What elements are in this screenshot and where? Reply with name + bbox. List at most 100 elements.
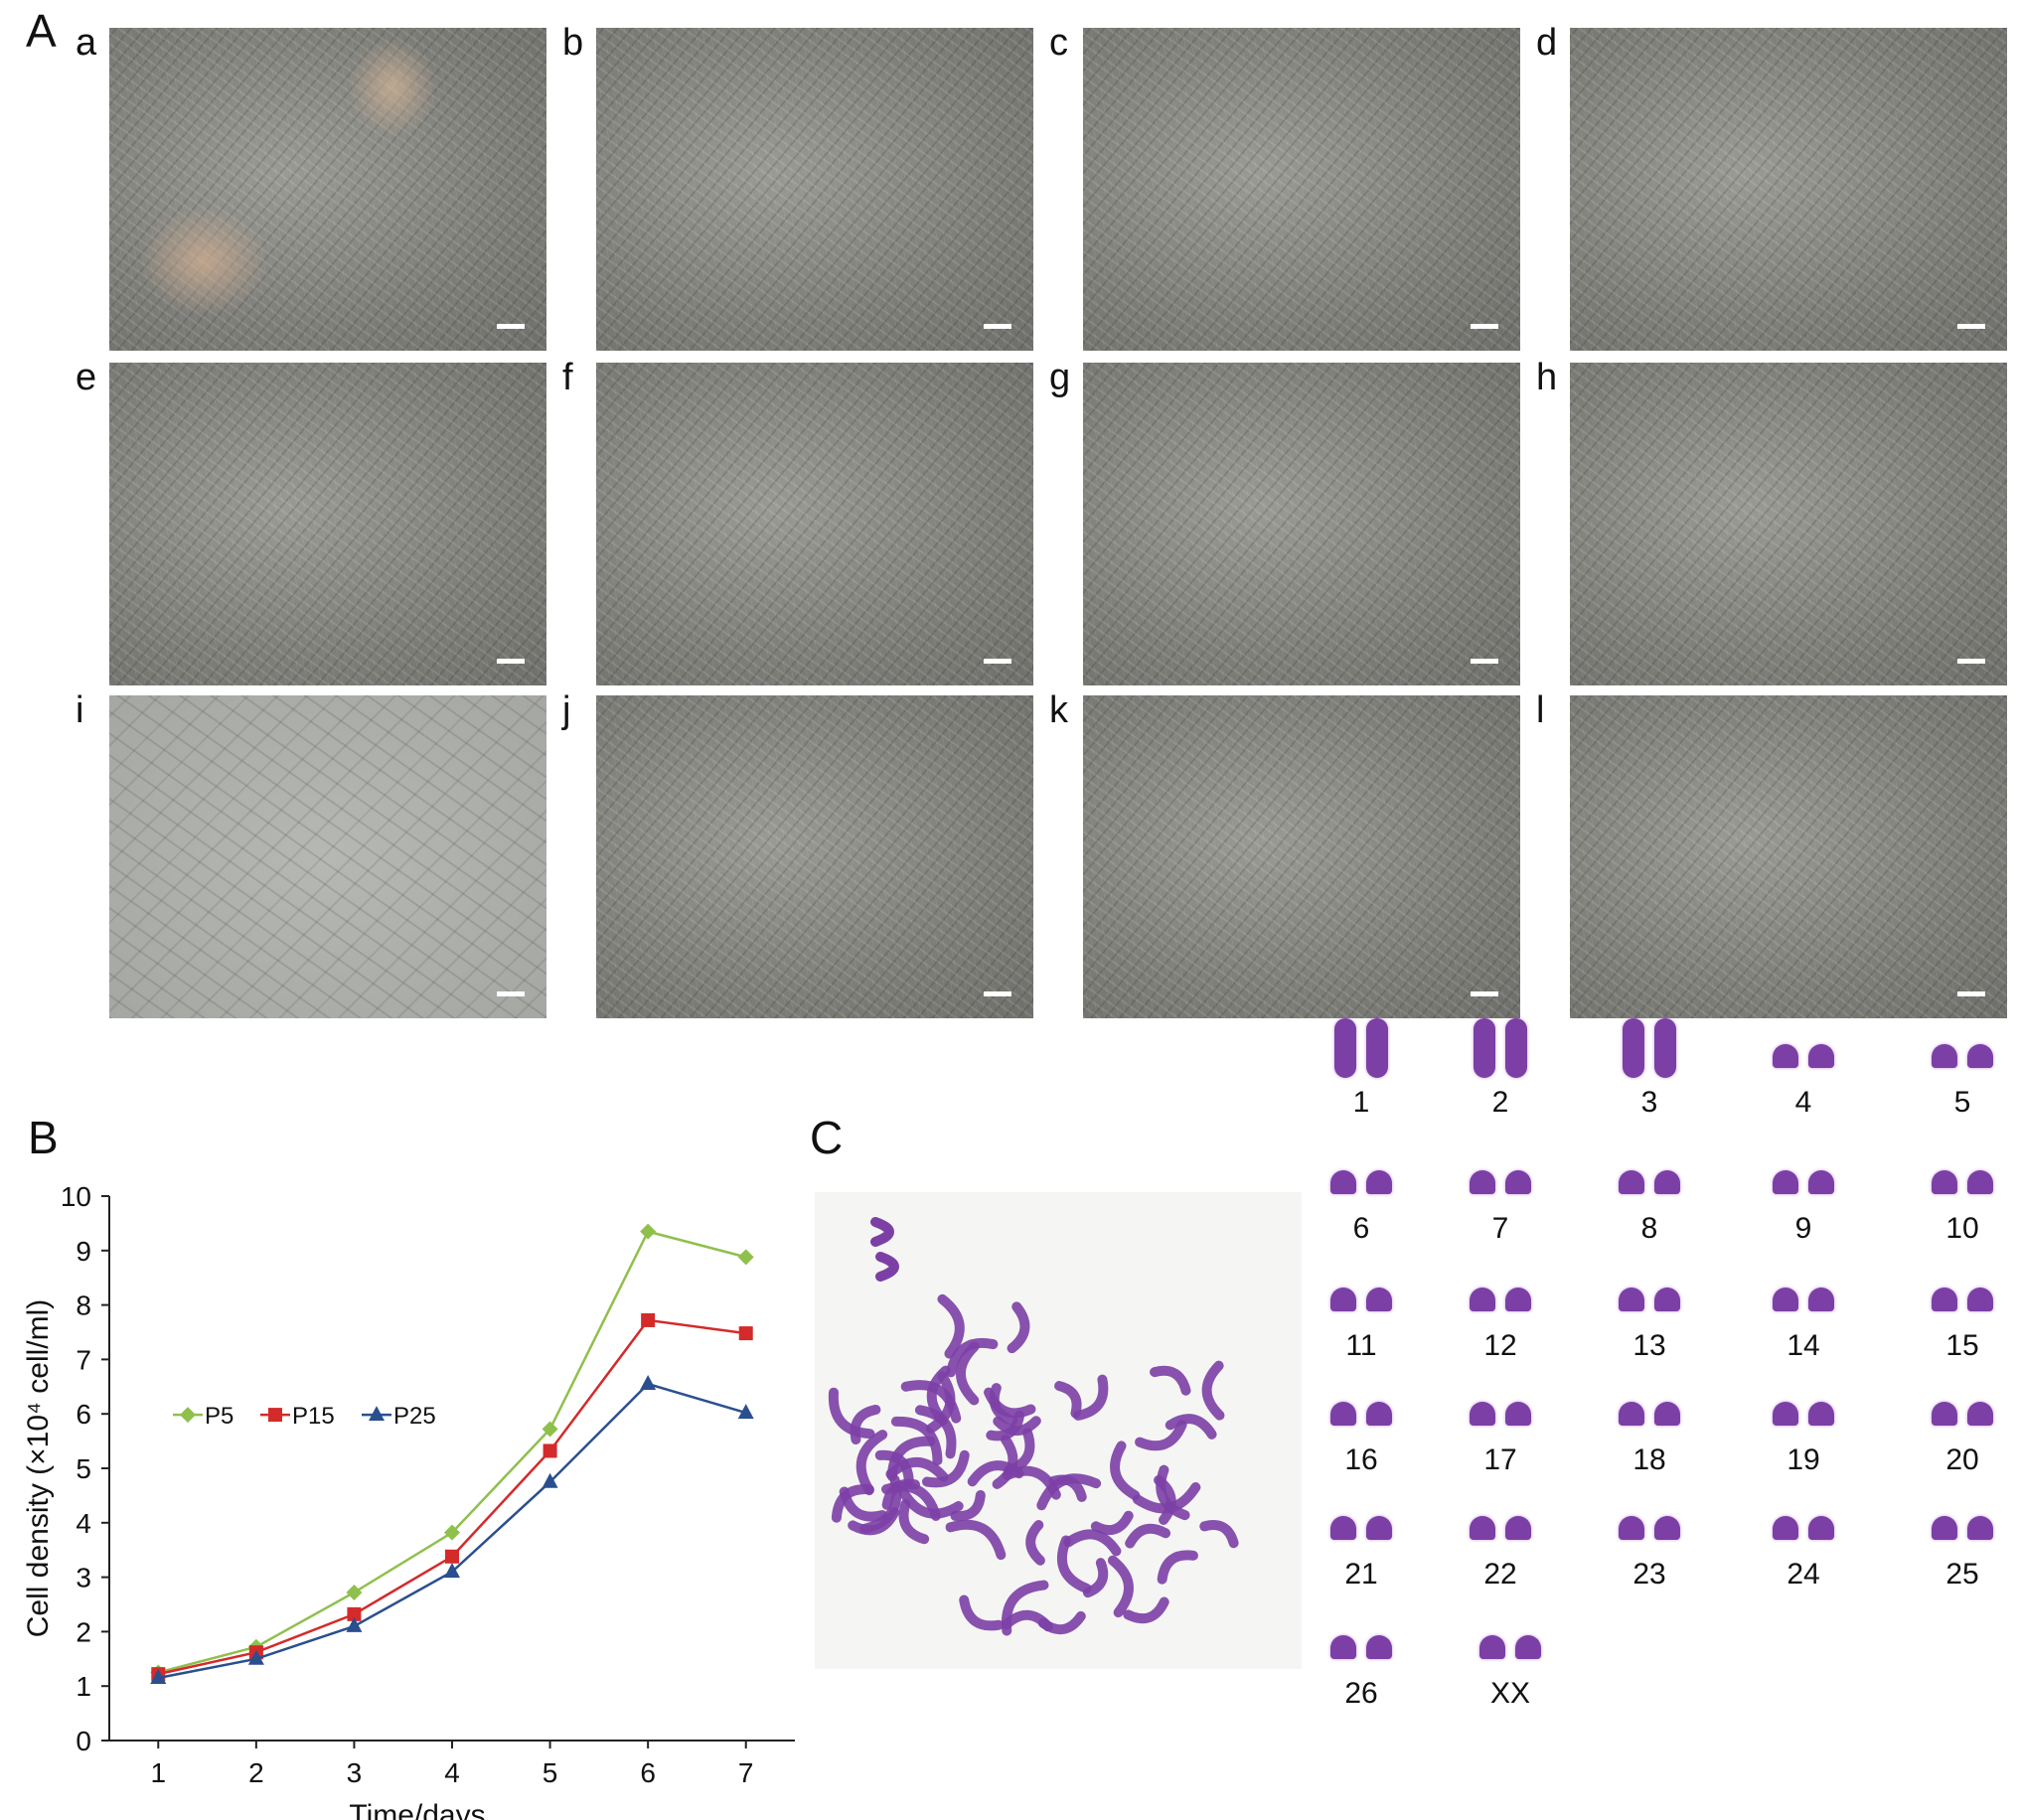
metaphase-chromosome <box>914 1405 957 1459</box>
chromosome <box>1967 1170 1993 1194</box>
chromosome-pair-18 <box>1619 1402 1680 1426</box>
y-tick-label: 3 <box>76 1563 91 1593</box>
chromosome <box>1773 1402 1798 1426</box>
chromosome-pair-3 <box>1623 1018 1676 1078</box>
chromosome-pair-22 <box>1470 1516 1531 1540</box>
micrograph-a <box>109 28 546 351</box>
chromosome <box>1967 1288 1993 1311</box>
metaphase-chromosome <box>921 1449 970 1488</box>
chromosome <box>1654 1288 1680 1311</box>
chromosome-number-13: 13 <box>1632 1329 1666 1362</box>
scale-bar <box>1957 659 1985 664</box>
chromosome <box>1967 1044 1993 1068</box>
metaphase-chromosome <box>989 1383 1018 1427</box>
metaphase-chromosome <box>1063 1529 1122 1557</box>
y-tick-label: 8 <box>76 1290 91 1321</box>
chromosome-number-4: 4 <box>1794 1086 1812 1119</box>
data-point-p15 <box>347 1606 362 1621</box>
micrograph-e <box>109 363 546 685</box>
micrograph-j <box>596 695 1033 1018</box>
micrograph-h <box>1570 363 2007 685</box>
y-tick-label: 2 <box>76 1616 91 1647</box>
micrograph-l <box>1570 695 2007 1018</box>
chromosome-number-26: 26 <box>1344 1677 1378 1710</box>
chromosome-pair-2 <box>1474 1018 1527 1078</box>
x-tick-label: 1 <box>150 1757 166 1788</box>
chromosome-number-19: 19 <box>1786 1443 1820 1476</box>
chromosome-pair-15 <box>1932 1288 1993 1311</box>
data-point-p25 <box>346 1616 363 1632</box>
data-point-p5 <box>542 1421 558 1438</box>
chromosome <box>1808 1402 1834 1426</box>
chromosome <box>1330 1288 1356 1311</box>
metaphase-spread <box>815 1192 1302 1669</box>
legend-marker-p5 <box>180 1407 196 1424</box>
y-axis-label: Cell density (×10⁴ cell/ml) <box>22 1299 55 1638</box>
chromosome-number-5: 5 <box>1953 1086 1971 1119</box>
chromosome-number-16: 16 <box>1344 1443 1378 1476</box>
y-tick-label: 10 <box>61 1181 91 1212</box>
chromosome-number-8: 8 <box>1640 1212 1658 1245</box>
chromosome-pair-19 <box>1773 1402 1834 1426</box>
data-point-p25 <box>640 1375 657 1391</box>
chromosome <box>1366 1018 1388 1078</box>
series-line-p15 <box>158 1318 746 1676</box>
chromosome <box>1654 1018 1676 1078</box>
chromosome <box>1515 1635 1541 1659</box>
scale-bar <box>497 659 525 664</box>
chromosome-number-22: 22 <box>1483 1558 1517 1591</box>
panel-label-b: B <box>28 1112 59 1163</box>
metaphase-chromosome <box>1199 1520 1239 1549</box>
x-tick-label: 3 <box>347 1757 363 1788</box>
y-tick-label: 6 <box>76 1399 91 1430</box>
data-point-p15 <box>641 1312 656 1327</box>
micrograph-label-d: d <box>1536 22 1558 64</box>
metaphase-chromosome <box>1073 1374 1109 1421</box>
chromosome-number-24: 24 <box>1786 1558 1820 1591</box>
data-point-p15 <box>445 1549 459 1564</box>
micrograph-label-g: g <box>1049 357 1071 398</box>
metaphase-chromosome <box>950 1489 986 1522</box>
metaphase-chromosome <box>1132 1482 1201 1514</box>
chromosome-pair-10 <box>1932 1170 1993 1194</box>
chromosome <box>1470 1170 1495 1194</box>
chromosome-number-6: 6 <box>1352 1212 1370 1245</box>
chromosome-pair-16 <box>1330 1402 1392 1426</box>
chromosome <box>1932 1170 1957 1194</box>
y-tick-label: 5 <box>76 1453 91 1484</box>
chromosome-pair-9 <box>1773 1170 1834 1194</box>
data-point-p15 <box>738 1326 753 1341</box>
metaphase-chromosome <box>874 1449 914 1486</box>
micrograph-label-j: j <box>562 689 571 731</box>
chromosome <box>1366 1288 1392 1311</box>
chromosome <box>1505 1516 1531 1540</box>
chromosome-number-7: 7 <box>1491 1212 1509 1245</box>
chromosome <box>1330 1516 1356 1540</box>
metaphase-chromosome <box>890 1416 943 1466</box>
micrograph-b <box>596 28 1033 351</box>
scale-bar <box>984 991 1011 996</box>
metaphase-chromosome <box>1201 1360 1225 1421</box>
micrograph-label-c: c <box>1049 22 1068 64</box>
chromosome <box>1808 1288 1834 1311</box>
chromosome <box>1808 1170 1834 1194</box>
scale-bar <box>1957 991 1985 996</box>
metaphase-chromosome <box>956 1341 980 1406</box>
chromosome-number-9: 9 <box>1794 1212 1812 1245</box>
x-tick-label: 2 <box>248 1757 264 1788</box>
metaphase-chromosome <box>1048 1474 1087 1502</box>
chromosome-pair-20 <box>1932 1402 1993 1426</box>
chromosome <box>1808 1516 1834 1540</box>
metaphase-chromosome <box>1007 1301 1030 1354</box>
chromosome <box>1623 1018 1644 1078</box>
metaphase-chromosome <box>926 1365 951 1426</box>
chromosome <box>1967 1402 1993 1426</box>
metaphase-chromosome <box>1082 1558 1109 1598</box>
chromosome-number-11: 11 <box>1345 1329 1377 1362</box>
metaphase-chromosome <box>1002 1465 1061 1500</box>
metaphase-chromosome <box>945 1519 1007 1561</box>
chromosome <box>1505 1170 1531 1194</box>
chromosome <box>1654 1402 1680 1426</box>
chromosome-pair-23 <box>1619 1516 1680 1540</box>
metaphase-chromosome <box>1057 1535 1092 1593</box>
